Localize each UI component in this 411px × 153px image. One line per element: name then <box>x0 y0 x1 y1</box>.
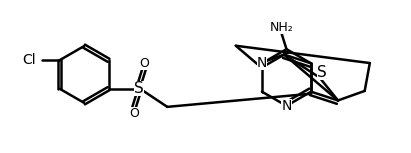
Text: O: O <box>129 107 139 120</box>
Text: Cl: Cl <box>23 53 36 67</box>
Text: NH₂: NH₂ <box>270 21 293 34</box>
Text: O: O <box>139 57 149 70</box>
Text: S: S <box>317 65 326 80</box>
Text: N: N <box>257 56 267 70</box>
Text: N: N <box>281 99 292 113</box>
Text: S: S <box>134 81 144 96</box>
